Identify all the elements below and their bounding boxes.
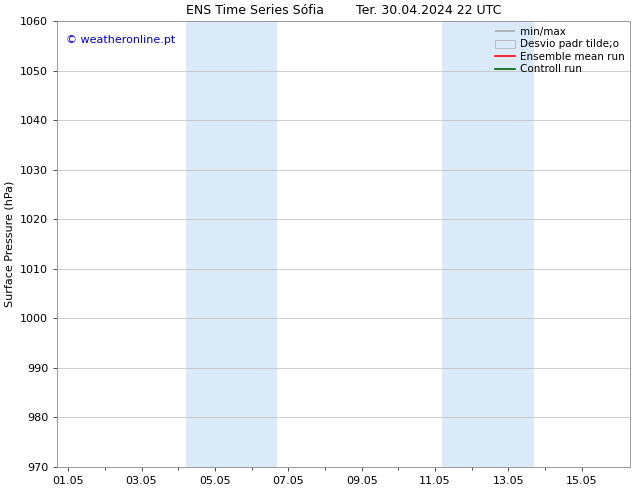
Y-axis label: Surface Pressure (hPa): Surface Pressure (hPa): [4, 181, 15, 307]
Text: © weatheronline.pt: © weatheronline.pt: [66, 35, 175, 45]
Bar: [186, 22, 277, 466]
Legend: min/max, Desvio padr tilde;o, Ensemble mean run, Controll run: min/max, Desvio padr tilde;o, Ensemble m…: [491, 24, 628, 77]
Bar: [443, 22, 534, 466]
Title: ENS Time Series Sófia        Ter. 30.04.2024 22 UTC: ENS Time Series Sófia Ter. 30.04.2024 22…: [186, 4, 501, 18]
